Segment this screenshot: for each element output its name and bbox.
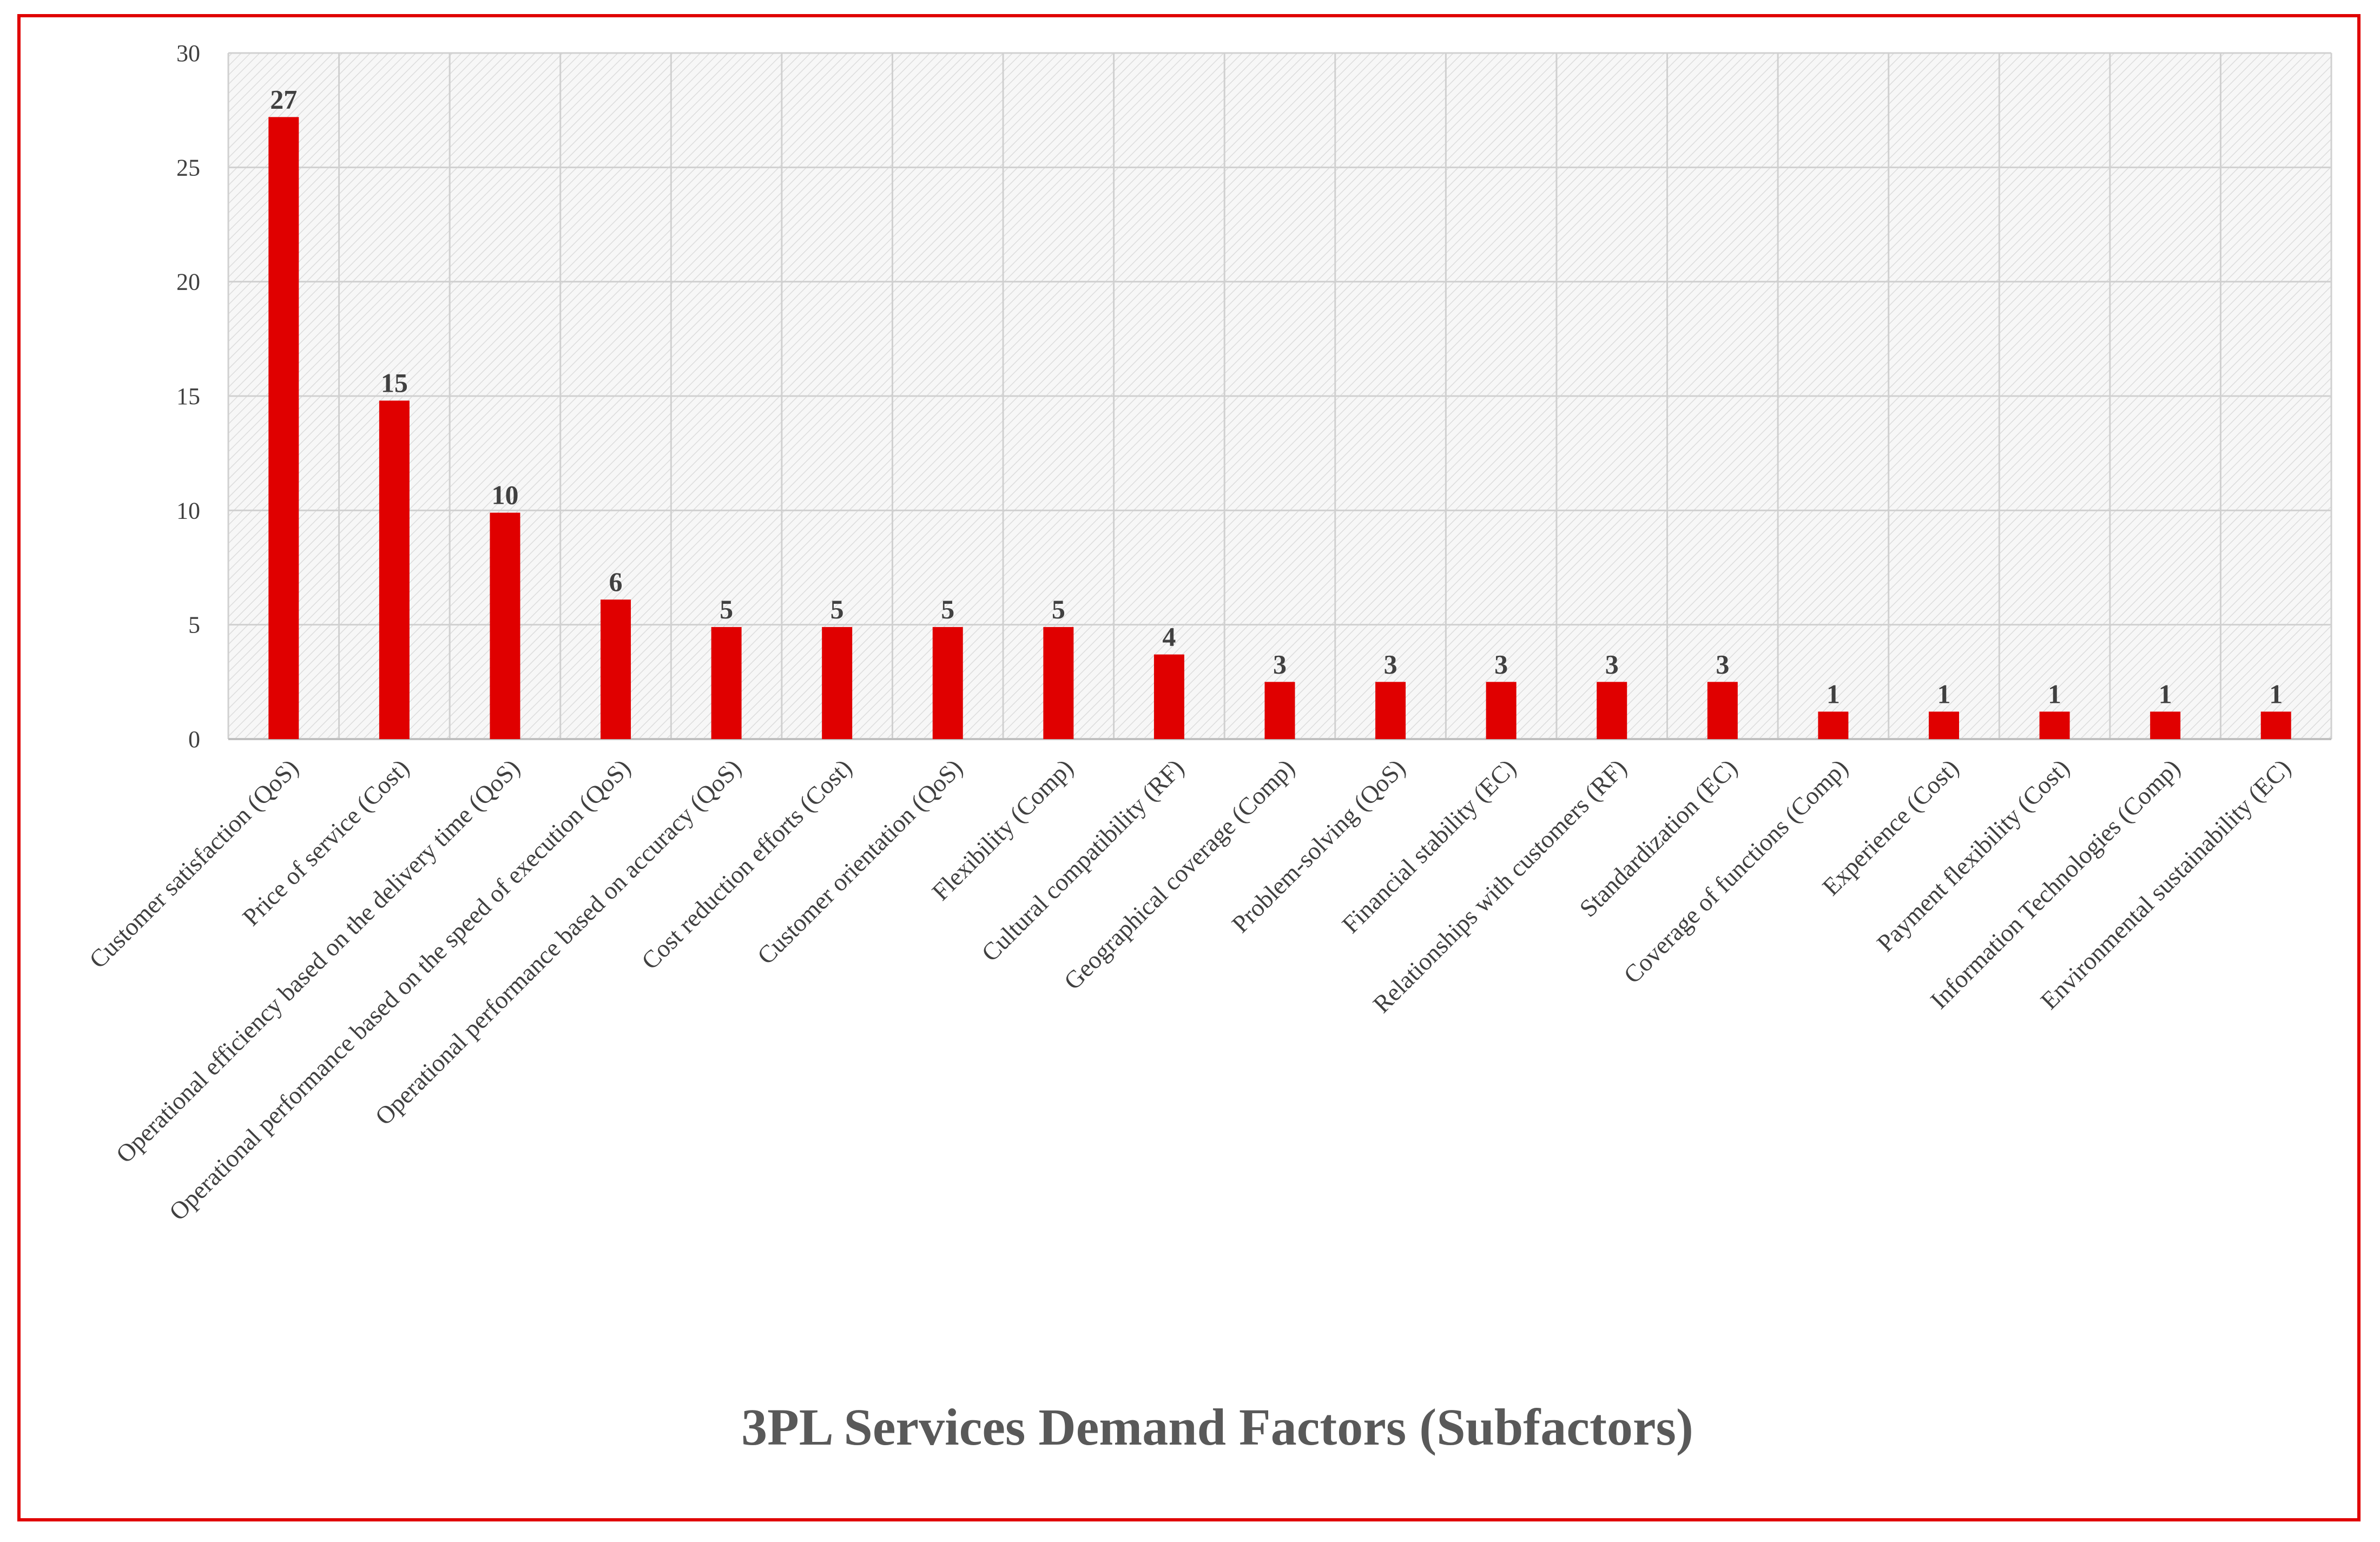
y-tick-label: 0	[188, 726, 200, 753]
bar	[379, 400, 410, 739]
data-label: 5	[830, 594, 844, 624]
category-label: Customer orientation (QoS)	[752, 754, 968, 970]
data-label: 5	[941, 594, 954, 624]
data-labels: 27 15 10 6 5 5 5 5 4 3 3 3 3 3 1 1 1 1 1	[270, 84, 2283, 709]
bar	[1707, 682, 1738, 739]
data-label: 1	[1937, 678, 1950, 709]
category-label: Operational performance based on accurac…	[370, 754, 746, 1130]
data-label: 4	[1162, 622, 1176, 652]
data-label: 5	[1052, 594, 1065, 624]
y-tick-label: 10	[176, 497, 200, 524]
y-tick-label: 20	[176, 269, 200, 295]
category-label: Operational efficiency based on the deli…	[110, 754, 525, 1168]
data-label: 1	[2048, 678, 2061, 709]
data-label: 1	[2269, 678, 2283, 709]
data-label: 3	[1716, 649, 1729, 679]
y-axis-tick-labels: 0 5 10 15 20 25 30	[176, 40, 200, 753]
bar	[1043, 627, 1074, 739]
y-tick-label: 5	[188, 612, 200, 638]
data-label: 3	[1384, 649, 1397, 679]
bar	[822, 627, 853, 739]
bar	[2039, 711, 2070, 739]
data-label: 3	[1273, 649, 1287, 679]
data-label: 6	[609, 566, 623, 597]
bar	[1375, 682, 1406, 739]
data-label: 27	[270, 84, 297, 114]
bar	[2260, 711, 2291, 739]
data-label: 1	[2159, 678, 2172, 709]
data-label: 1	[1827, 678, 1840, 709]
category-label: Geographical coverage (Comp)	[1058, 754, 1300, 995]
bar	[932, 627, 963, 739]
bar	[268, 117, 299, 739]
category-label: Cost reduction efforts (Cost)	[636, 754, 858, 975]
bar	[1264, 682, 1295, 739]
data-label: 3	[1605, 649, 1619, 679]
bar	[711, 627, 742, 739]
bar	[601, 599, 631, 739]
category-label: Payment flexibility (Cost)	[1871, 754, 2075, 957]
bars	[268, 117, 2291, 739]
bar	[1486, 682, 1517, 739]
bar	[1597, 682, 1627, 739]
data-label: 10	[491, 480, 518, 510]
y-tick-label: 30	[176, 40, 200, 67]
category-label: Coverage of functions (Comp)	[1618, 754, 1853, 989]
data-label: 3	[1494, 649, 1508, 679]
bar	[1818, 711, 1849, 739]
gridlines	[227, 52, 2332, 740]
y-tick-label: 25	[176, 154, 200, 181]
data-label: 5	[720, 594, 733, 624]
bar	[1153, 654, 1184, 739]
category-labels: Customer satisfaction (QoS)Price of serv…	[84, 754, 2296, 1225]
bar	[490, 512, 520, 739]
chart-title: 3PL Services Demand Factors (Subfactors)	[741, 1398, 1693, 1456]
bar	[1928, 711, 1959, 739]
y-tick-label: 15	[176, 383, 200, 410]
category-label: Customer satisfaction (QoS)	[84, 754, 304, 973]
data-label: 15	[381, 367, 408, 398]
category-label: Cultural compatibility (RF)	[976, 754, 1189, 967]
bar	[2150, 711, 2181, 739]
